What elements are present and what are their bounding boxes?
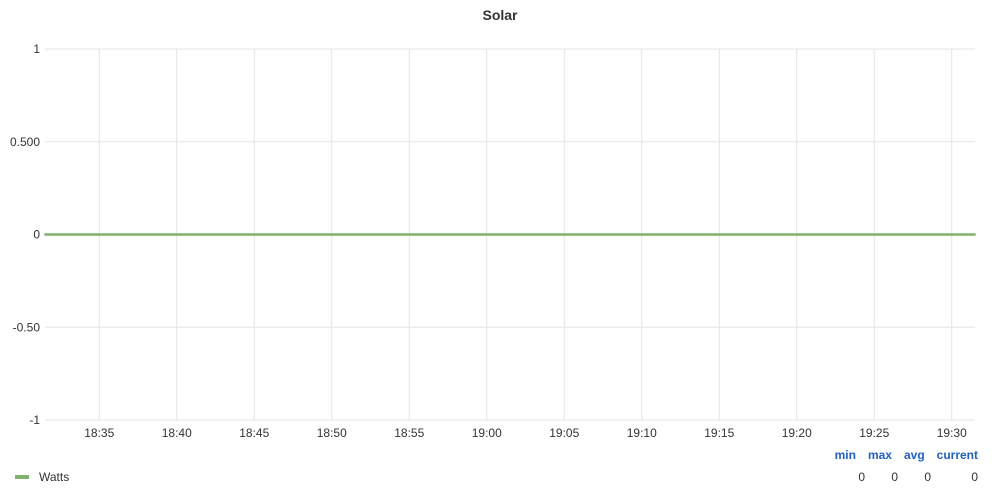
data-point — [950, 233, 953, 236]
x-tick-label: 19:10 — [627, 426, 657, 440]
series-layer — [44, 233, 976, 236]
legend-header-current[interactable]: current — [936, 448, 978, 462]
data-point — [330, 233, 333, 236]
data-point — [485, 233, 488, 236]
line-chart: 1 0.500 0 -0.50 -1 18:35 18:40 18:45 18:50 18:55… — [10, 42, 976, 440]
data-point — [175, 233, 178, 236]
x-tick-label: 18:55 — [394, 426, 424, 440]
y-tick-label: 0.500 — [10, 135, 40, 149]
x-tick-label: 19:00 — [472, 426, 502, 440]
legend-value-avg: 0 — [924, 470, 931, 484]
data-point — [98, 233, 101, 236]
x-tick-label: 18:40 — [162, 426, 192, 440]
legend-header-min[interactable]: min — [834, 448, 856, 462]
legend-label: Watts — [39, 470, 70, 484]
x-tick-label: 19:20 — [782, 426, 812, 440]
data-point — [795, 233, 798, 236]
data-point — [640, 233, 643, 236]
y-tick-label: -0.50 — [13, 320, 41, 334]
data-point — [408, 233, 411, 236]
legend-value-max: 0 — [891, 470, 898, 484]
legend-stats: min max avg current 0 0 0 0 — [823, 448, 978, 484]
legend-value-min: 0 — [858, 470, 865, 484]
x-tick-label: 19:15 — [704, 426, 734, 440]
data-point — [563, 233, 566, 236]
x-tick-label: 19:30 — [937, 426, 967, 440]
x-tick-label: 18:45 — [239, 426, 269, 440]
legend-header-max[interactable]: max — [867, 448, 892, 462]
y-tick-label: 0 — [33, 228, 40, 242]
y-axis: 1 0.500 0 -0.50 -1 — [10, 42, 40, 427]
data-point — [974, 233, 976, 236]
x-axis: 18:35 18:40 18:45 18:50 18:55 19:00 19:05 19:10… — [84, 426, 967, 440]
x-tick-label: 19:05 — [549, 426, 579, 440]
legend-value-current: 0 — [971, 470, 978, 484]
y-tick-label: -1 — [29, 413, 40, 427]
x-tick-label: 18:50 — [317, 426, 347, 440]
data-point — [718, 233, 721, 236]
x-tick-label: 19:25 — [859, 426, 889, 440]
panel-title: Solar — [482, 7, 518, 23]
data-point — [873, 233, 876, 236]
legend-item-watts[interactable]: Watts — [15, 470, 69, 484]
legend-swatch — [15, 475, 29, 479]
data-point — [253, 233, 256, 236]
y-tick-label: 1 — [33, 42, 40, 56]
data-point — [44, 233, 46, 236]
legend-header-avg[interactable]: avg — [903, 448, 925, 462]
x-tick-label: 18:35 — [84, 426, 114, 440]
